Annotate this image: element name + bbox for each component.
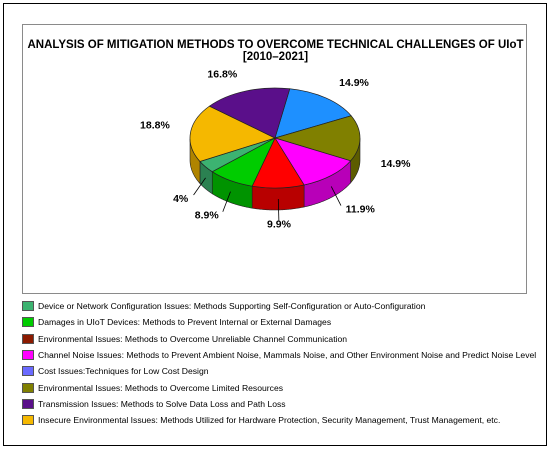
pie-slice-0 — [274, 88, 352, 139]
legend-swatch — [22, 415, 34, 426]
legend-item: Damages in UIoT Devices: Methods to Prev… — [22, 314, 547, 330]
legend-swatch — [22, 366, 34, 377]
pie-slice-7 — [208, 87, 291, 139]
pie-chart: 14.9% 14.9% 11.9% 9.9% 8.9% 4% 18.8% 16.8% — [140, 69, 411, 231]
legend-label: Insecure Environmental Issues: Methods U… — [38, 415, 501, 426]
legend-label: Device or Network Configuration Issues: … — [38, 301, 426, 312]
legend-swatch — [22, 398, 34, 409]
legend-label: Environmental Issues: Methods to Overcom… — [38, 333, 348, 344]
pie-data-label-6: 18.8% — [140, 120, 170, 132]
figure-frame: ANALYSIS OF MITIGATION METHODS TO OVERCO… — [3, 3, 547, 446]
pie-slice-6 — [189, 105, 276, 162]
legend-item: Cost Issues:Techniques for Low Cost Desi… — [22, 363, 547, 379]
legend-label: Transmission Issues: Methods to Solve Da… — [38, 398, 286, 409]
pie-data-label-7: 16.8% — [207, 69, 237, 81]
legend-item: Environmental Issues: Methods to Overcom… — [22, 379, 547, 395]
pie-slice-1 — [273, 115, 361, 162]
pie-data-label-1: 14.9% — [381, 158, 411, 170]
pie-data-label-5: 4% — [173, 193, 189, 205]
pie-data-label-0: 14.9% — [339, 77, 369, 89]
pie-leader-5 — [193, 177, 206, 196]
chart-legend: Device or Network Configuration Issues: … — [22, 298, 547, 428]
legend-label: Channel Noise Issues: Methods to Prevent… — [38, 350, 537, 361]
legend-swatch — [22, 317, 34, 328]
legend-item: Environmental Issues: Methods to Overcom… — [22, 331, 547, 347]
legend-label: Cost Issues:Techniques for Low Cost Desi… — [38, 366, 209, 377]
legend-item: Device or Network Configuration Issues: … — [22, 298, 547, 314]
chart-title: ANALYSIS OF MITIGATION METHODS TO OVERCO… — [27, 39, 524, 63]
legend-label: Damages in UIoT Devices: Methods to Prev… — [38, 317, 332, 328]
legend-swatch — [22, 350, 34, 361]
pie-top-faces — [189, 87, 361, 189]
pie-data-label-2: 11.9% — [346, 203, 376, 215]
chart-area: ANALYSIS OF MITIGATION METHODS TO OVERCO… — [22, 24, 527, 294]
pie-labels: 14.9% 14.9% 11.9% 9.9% 8.9% 4% 18.8% 16.8% — [140, 69, 411, 231]
pie-leader-2 — [330, 186, 342, 206]
legend-swatch — [22, 382, 34, 393]
legend-label: Environmental Issues: Methods to Overcom… — [38, 382, 284, 393]
pie-data-label-3: 9.9% — [267, 219, 292, 231]
pie-data-label-4: 8.9% — [195, 210, 220, 222]
legend-swatch — [22, 333, 34, 344]
legend-item: Insecure Environmental Issues: Methods U… — [22, 412, 547, 428]
pie-slice-2 — [274, 137, 352, 186]
pie-leader-3 — [277, 198, 280, 221]
legend-swatch — [22, 301, 34, 312]
pie-leader-4 — [222, 191, 231, 212]
legend-item: Transmission Issues: Methods to Solve Da… — [22, 396, 547, 412]
legend-item: Channel Noise Issues: Methods to Prevent… — [22, 347, 547, 363]
